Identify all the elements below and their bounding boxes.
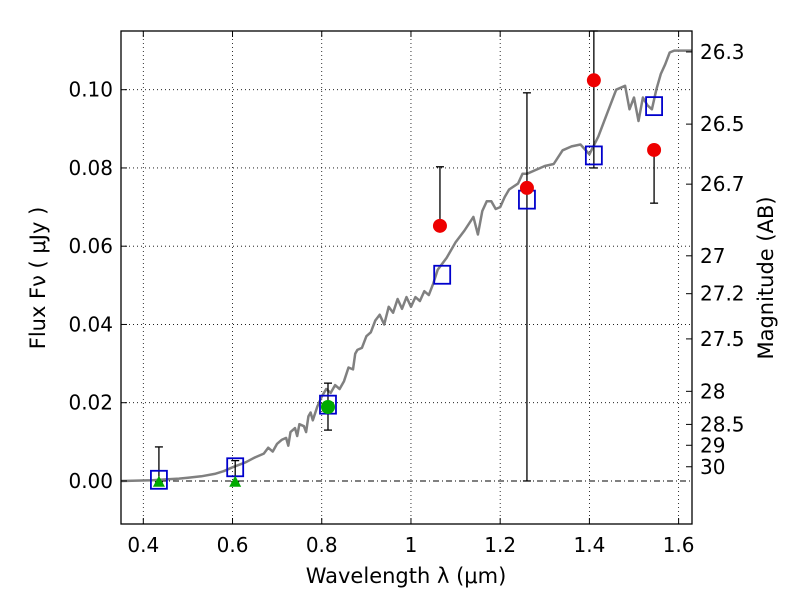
non-detection-marker [152, 475, 165, 487]
non-detection-marker [229, 475, 242, 487]
y-tick-label: 0.06 [68, 234, 113, 258]
y-tick-label: 0.00 [68, 469, 113, 493]
magnitude-tick-label: 26.3 [700, 40, 745, 64]
y-tick-label: 0.02 [68, 391, 113, 415]
magnitude-tick-label: 29 [700, 433, 725, 457]
magnitude-tick-label: 28 [700, 379, 725, 403]
model-spectrum-line [120, 49, 692, 483]
model-photometry-marker [150, 469, 168, 490]
plot-frame [120, 30, 693, 525]
x-tick-label: 0.8 [306, 533, 338, 557]
x-tick-label: 1.2 [484, 533, 516, 557]
magnitude-tick-label: 27 [700, 244, 725, 268]
optical-detection-marker [320, 400, 335, 415]
error-bars [154, 30, 659, 483]
y-axis-label: Flux Fν ( μJy ) [26, 207, 50, 350]
axis-ticks: 0.4 0.6 0.8 1 1.2 1.4 1.6 0.00 0.02 0.04 0.06 0.08 0… [68, 31, 745, 557]
detection-marker [519, 180, 534, 195]
model-photometry-marker [584, 145, 603, 166]
y-tick-label: 0.04 [68, 312, 113, 336]
x-axis-label: Wavelength λ (μm) [306, 564, 507, 588]
data-markers [150, 73, 663, 490]
y-tick-label: 0.08 [68, 156, 113, 180]
detection-marker [432, 218, 447, 233]
x-tick-label: 1.4 [573, 533, 605, 557]
magnitude-tick-label: 28.5 [700, 412, 745, 436]
x-tick-label: 0.4 [127, 533, 159, 557]
magnitude-tick-label: 30 [700, 455, 725, 479]
model-photometry-marker [645, 96, 663, 117]
y-axis-right-label: Magnitude (AB) [754, 196, 778, 359]
x-tick-label: 1 [405, 533, 418, 557]
y-tick-label: 0.10 [68, 78, 113, 102]
x-tick-label: 0.6 [217, 533, 249, 557]
model-spectrum [120, 49, 692, 483]
model-photometry-marker [433, 264, 452, 285]
magnitude-tick-label: 26.5 [700, 112, 745, 136]
magnitude-tick-label: 26.7 [700, 172, 745, 196]
detection-marker [586, 73, 601, 88]
detection-marker [647, 142, 662, 157]
magnitude-tick-label: 27.2 [700, 282, 745, 306]
x-tick-label: 1.6 [663, 533, 695, 557]
magnitude-tick-label: 27.5 [700, 327, 745, 351]
